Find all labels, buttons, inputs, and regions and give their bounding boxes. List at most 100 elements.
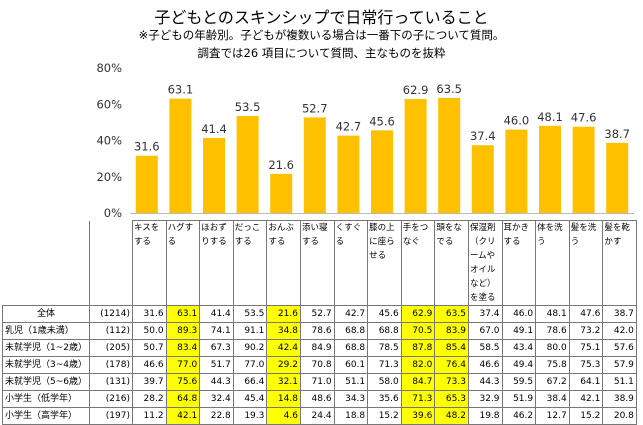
bar [606, 142, 629, 213]
table-cell: 32.1 [266, 373, 301, 391]
table-cell: 31.6 [132, 305, 167, 323]
data-label: 45.6 [369, 114, 395, 128]
table-cell: 42.4 [266, 339, 301, 357]
table-cell: 67.0 [467, 322, 503, 340]
table-cell: 75.1 [568, 339, 604, 357]
column-header: 髪を洗う [568, 220, 604, 306]
table-cell: 67.3 [199, 339, 234, 357]
table-cell: 11.2 [132, 407, 167, 425]
sample-size: (112) [89, 322, 133, 340]
sample-size: (131) [89, 373, 133, 391]
table-cell: 15.2 [367, 407, 402, 425]
column-header: キスをする [132, 220, 167, 306]
table-row: 未就学児（5~6歳） (131) 39.7 75.6 44.3 66.4 32.1 71.0 5… [2, 373, 637, 391]
table-cell: 87.8 [400, 339, 436, 357]
column-header: 頭をなでる [434, 220, 469, 306]
y-tick-label: 40% [96, 134, 122, 148]
table-cell: 48.2 [434, 407, 469, 425]
table-cell: 91.1 [232, 322, 268, 340]
data-label: 62.9 [403, 83, 429, 97]
table-cell: 77.0 [165, 356, 201, 374]
sample-size: (205) [89, 339, 133, 357]
table-cell: 64.1 [568, 373, 604, 391]
sample-size: (216) [89, 390, 133, 408]
table-cell: 19.3 [232, 407, 268, 425]
table-cell: 29.2 [266, 356, 301, 374]
column-header: くすぐる [333, 220, 369, 306]
table-cell: 57.6 [602, 339, 637, 357]
table-cell: 48.1 [535, 305, 570, 323]
table-cell: 63.5 [434, 305, 469, 323]
bar [539, 125, 561, 213]
table-cell: 51.1 [333, 373, 369, 391]
table-cell: 76.4 [434, 356, 469, 374]
data-label: 52.7 [302, 101, 328, 115]
row-label: 小学生（低学年） [2, 390, 90, 408]
table-cell: 73.3 [434, 373, 469, 391]
table-cell: 39.7 [132, 373, 167, 391]
table-cell: 44.3 [467, 373, 503, 391]
bar [203, 137, 225, 213]
table-header-row: キスをする ハグする ほおずりする だっこする おんぶする 添い寝する くすぐる 膝の上に座ら… [2, 220, 637, 306]
table-cell: 68.8 [367, 322, 402, 340]
table-cell: 52.7 [299, 305, 335, 323]
table-cell: 41.4 [199, 305, 234, 323]
table-cell: 74.1 [199, 322, 234, 340]
table-cell: 78.5 [367, 339, 402, 357]
bar [404, 98, 427, 213]
table-cell: 78.6 [299, 322, 335, 340]
table-cell: 46.0 [501, 305, 537, 323]
table-cell: 78.6 [535, 322, 570, 340]
bar [337, 135, 360, 213]
table-cell: 45.4 [232, 390, 268, 408]
bar [303, 117, 326, 213]
column-header: 保湿剤（クリームやオイルなど）を塗る [467, 220, 503, 306]
data-label: 46.0 [504, 114, 530, 128]
y-tick-label: 0% [104, 206, 122, 220]
bar [505, 129, 528, 213]
data-label: 21.6 [268, 158, 294, 172]
table-cell: 67.2 [535, 373, 570, 391]
table-cell: 42.1 [568, 390, 604, 408]
table-cell: 34.3 [333, 390, 369, 408]
table-cell: 14.8 [266, 390, 301, 408]
data-label: 48.1 [537, 110, 563, 124]
table-cell: 42.0 [602, 322, 637, 340]
row-label: 未就学児（3~4歳） [2, 356, 90, 374]
sample-size: (197) [89, 407, 133, 425]
blank-cell [89, 220, 133, 306]
table-cell: 32.4 [199, 390, 234, 408]
row-label: 未就学児（1~2歳） [2, 339, 90, 357]
table-cell: 24.4 [299, 407, 335, 425]
table-cell: 46.2 [501, 407, 537, 425]
table-cell: 58.5 [467, 339, 503, 357]
data-label: 38.7 [604, 127, 630, 141]
row-label: 未就学児（5~6歳） [2, 373, 90, 391]
table-cell: 42.1 [165, 407, 201, 425]
bar [471, 145, 494, 213]
table-cell: 71.3 [367, 356, 402, 374]
sample-size: (1214) [89, 305, 133, 323]
table-cell: 47.6 [568, 305, 604, 323]
table-cell: 65.3 [434, 390, 469, 408]
blank-cell [2, 220, 90, 306]
table-cell: 71.3 [400, 390, 436, 408]
table-cell: 71.0 [299, 373, 335, 391]
y-tick-label: 20% [96, 170, 122, 184]
y-tick-label: 60% [96, 97, 122, 111]
table-row: 小学生（低学年） (216) 28.2 64.8 32.4 45.4 14.8 48.6 34.… [2, 390, 637, 408]
table-cell: 38.9 [602, 390, 637, 408]
table-cell: 49.4 [501, 356, 537, 374]
data-label: 63.5 [436, 82, 462, 96]
table-cell: 82.0 [400, 356, 436, 374]
column-header: 体を洗う [535, 220, 570, 306]
table-cell: 38.4 [535, 390, 570, 408]
table-cell: 50.7 [132, 339, 167, 357]
table-cell: 84.9 [299, 339, 335, 357]
table-cell: 66.4 [232, 373, 268, 391]
table-cell: 44.3 [199, 373, 234, 391]
table-cell: 21.6 [266, 305, 301, 323]
table-cell: 28.2 [132, 390, 167, 408]
column-header: 手をつなぐ [400, 220, 436, 306]
table-cell: 59.5 [501, 373, 537, 391]
